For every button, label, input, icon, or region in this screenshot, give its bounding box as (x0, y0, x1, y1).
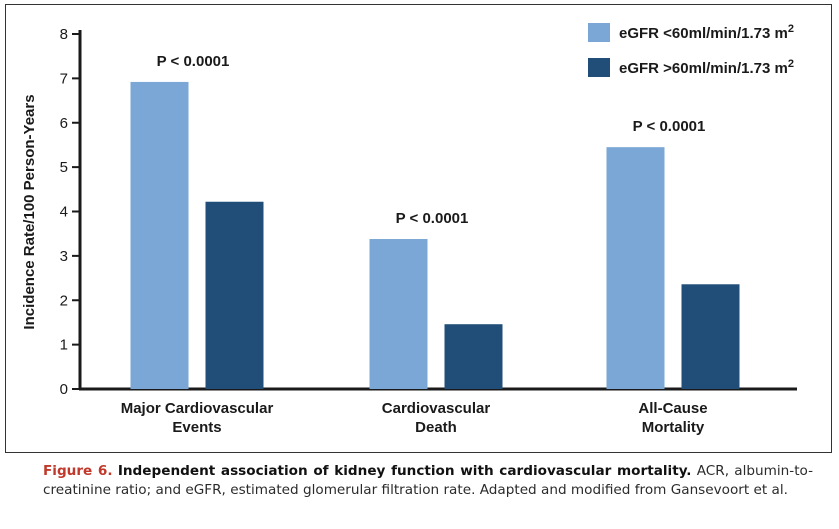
y-tick-label: 6 (60, 115, 68, 132)
bar-egfr-below-60 (606, 147, 665, 389)
legend-label: eGFR <60ml/min/1.73 m2 (619, 23, 794, 42)
bar-egfr-above-60 (205, 201, 264, 389)
figure-description: ACR, albumin-to-creatinine ratio; and eG… (43, 463, 813, 498)
legend-superscript: 2 (788, 58, 794, 70)
legend-swatch (588, 23, 610, 42)
x-category-label: Mortality (642, 419, 705, 436)
bar-egfr-above-60 (444, 324, 503, 389)
bar-egfr-below-60 (369, 239, 428, 389)
figure-label: Figure 6. (43, 463, 113, 479)
bar-egfr-above-60 (681, 284, 740, 389)
x-category-label: All-Cause (638, 400, 707, 417)
y-tick-label: 2 (60, 292, 68, 309)
p-value-annotation: P < 0.0001 (157, 53, 230, 70)
legend-superscript: 2 (788, 23, 794, 35)
p-value-annotation: P < 0.0001 (396, 210, 469, 227)
p-value-annotation: P < 0.0001 (633, 118, 706, 135)
y-tick-label: 0 (60, 381, 68, 398)
legend-swatch (588, 58, 610, 77)
y-tick-label: 1 (60, 337, 68, 354)
y-tick-label: 8 (60, 26, 68, 43)
figure-caption: Figure 6. Independent association of kid… (43, 462, 813, 500)
figure-title: Independent association of kidney functi… (117, 463, 692, 479)
y-tick-label: 5 (60, 159, 68, 176)
x-category-label: Death (415, 419, 457, 436)
y-axis-title: Incidence Rate/100 Person-Years (21, 94, 38, 329)
x-category-label: Major Cardiovascular (121, 400, 274, 417)
y-tick-label: 3 (60, 248, 68, 265)
x-category-label: Cardiovascular (382, 400, 491, 417)
legend-label: eGFR >60ml/min/1.73 m2 (619, 58, 794, 77)
x-category-label: Events (172, 419, 221, 436)
y-tick-label: 7 (60, 70, 68, 87)
y-tick-label: 4 (60, 204, 68, 221)
bar-egfr-below-60 (130, 81, 189, 390)
bar-chart: 0 1 2 3 4 5 6 7 8 Incidence Rate/100 Person-Years… (21, 23, 797, 436)
